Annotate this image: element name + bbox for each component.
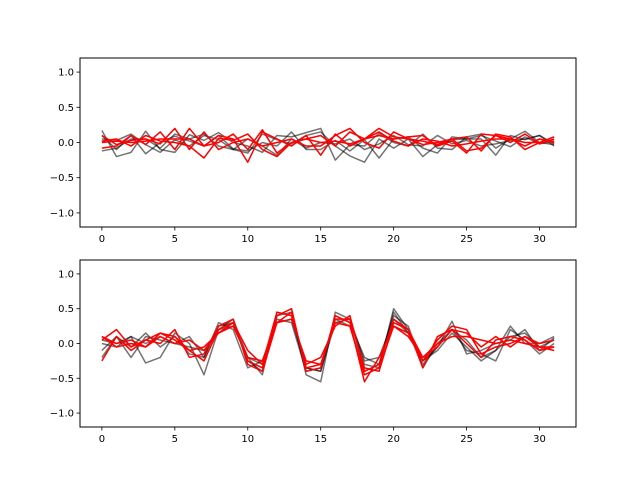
series-line-4: [101, 133, 555, 156]
y-tick-label: −1.0: [50, 409, 74, 420]
y-tick-label: 0.5: [58, 304, 74, 315]
series-line-4: [101, 318, 555, 373]
x-tick-label: 15: [314, 434, 327, 445]
bottom-subplot: 0 5 10 15 20 25 30 −1.0 −0.5 0.0 0.5 1.0: [50, 259, 577, 445]
x-tick-label: 20: [387, 234, 400, 245]
x-tick-label: 25: [460, 434, 473, 445]
y-tick-label: 0.0: [58, 138, 74, 149]
x-tick-label: 0: [99, 234, 105, 245]
series-line-2: [101, 131, 555, 163]
series-line-8: [101, 318, 555, 376]
y-tick-label: −0.5: [50, 173, 74, 184]
top-subplot: 0 5 10 15 20 25 30 −1.0 −0.5 0.0 0.5 1.0: [50, 57, 577, 245]
y-tick-label: 0.5: [58, 103, 74, 114]
x-tick-label: 25: [460, 234, 473, 245]
x-tick-label: 15: [314, 234, 327, 245]
x-tick-label: 20: [387, 434, 400, 445]
y-tick-label: 1.0: [58, 269, 74, 280]
x-tick-label: 5: [172, 234, 178, 245]
y-tick-label: −1.0: [50, 208, 74, 219]
x-tick-label: 5: [172, 434, 178, 445]
y-tick-label: 1.0: [58, 68, 74, 79]
y-tick-label: −0.5: [50, 374, 74, 385]
y-tick-label: 0.0: [58, 339, 74, 350]
x-tick-label: 30: [533, 434, 546, 445]
x-tick-label: 10: [241, 434, 254, 445]
series-line-7: [101, 127, 555, 152]
x-tick-label: 0: [99, 434, 105, 445]
x-tick-label: 10: [241, 234, 254, 245]
series-line-8: [101, 129, 555, 154]
series-line-6: [101, 127, 555, 163]
x-tick-label: 30: [533, 234, 546, 245]
